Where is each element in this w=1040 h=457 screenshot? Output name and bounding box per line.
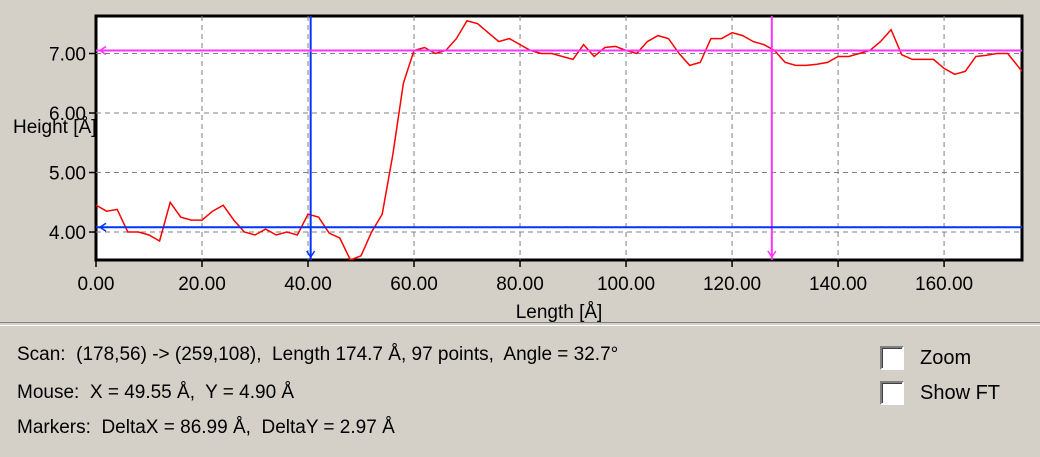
horizontal-marker-arrow: [98, 222, 107, 232]
panel-divider: [0, 322, 1040, 326]
y-tick-label: 4.00: [49, 223, 86, 244]
series-layer: [96, 19, 1022, 260]
vertical-marker-arrow: [306, 250, 316, 259]
x-tick-label: 40.00: [284, 274, 332, 295]
x-axis-ticks: 0.00 20.00 40.00 60.00 80.00 100.00 120.00 140.…: [78, 260, 973, 295]
vertical-marker-arrow: [767, 250, 777, 259]
x-tick-label: 20.00: [178, 274, 226, 295]
x-tick-label: 0.00: [78, 274, 115, 295]
y-tick-label: 6.00: [49, 104, 86, 125]
x-tick-label: 80.00: [496, 274, 544, 295]
marker-layer: [96, 16, 1022, 260]
show-ft-checkbox-label: Show FT: [920, 381, 1001, 404]
x-axis-label: Length [Å]: [516, 302, 603, 322]
y-tick-label: 5.00: [49, 164, 86, 185]
height-profile-line: [96, 19, 1022, 260]
y-axis-ticks: 4.00 5.00 6.00 7.00: [49, 44, 96, 244]
height-profile-chart[interactable]: 0.00 20.00 40.00 60.00 80.00 100.00 120.00 140.…: [0, 0, 1040, 322]
y-axis-label: Height [Å]: [13, 117, 96, 138]
x-tick-label: 160.00: [915, 274, 973, 295]
plot-area[interactable]: [94, 14, 1024, 262]
show-ft-checkbox-box[interactable]: [880, 381, 904, 405]
x-tick-label: 60.00: [390, 274, 438, 295]
profile-plot-panel: 0.00 20.00 40.00 60.00 80.00 100.00 120.00 140.…: [0, 0, 1040, 322]
zoom-checkbox-label: Zoom: [920, 346, 972, 369]
markers-info: Markers: DeltaX = 86.99 Å, DeltaY = 2.97…: [17, 417, 395, 438]
y-tick-label: 7.00: [49, 44, 86, 65]
scan-info: Scan: (178,56) -> (259,108), Length 174.…: [17, 344, 619, 365]
grid-lines: [96, 16, 1022, 260]
zoom-checkbox-box[interactable]: [880, 346, 904, 370]
zoom-checkbox[interactable]: Zoom: [880, 346, 971, 370]
x-tick-label: 100.00: [597, 274, 655, 295]
horizontal-marker-arrow: [98, 45, 107, 56]
x-tick-label: 120.00: [703, 274, 761, 295]
x-tick-label: 140.00: [809, 274, 867, 295]
show-ft-checkbox[interactable]: Show FT: [880, 381, 1000, 405]
mouse-info: Mouse: X = 49.55 Å, Y = 4.90 Å: [17, 382, 295, 403]
